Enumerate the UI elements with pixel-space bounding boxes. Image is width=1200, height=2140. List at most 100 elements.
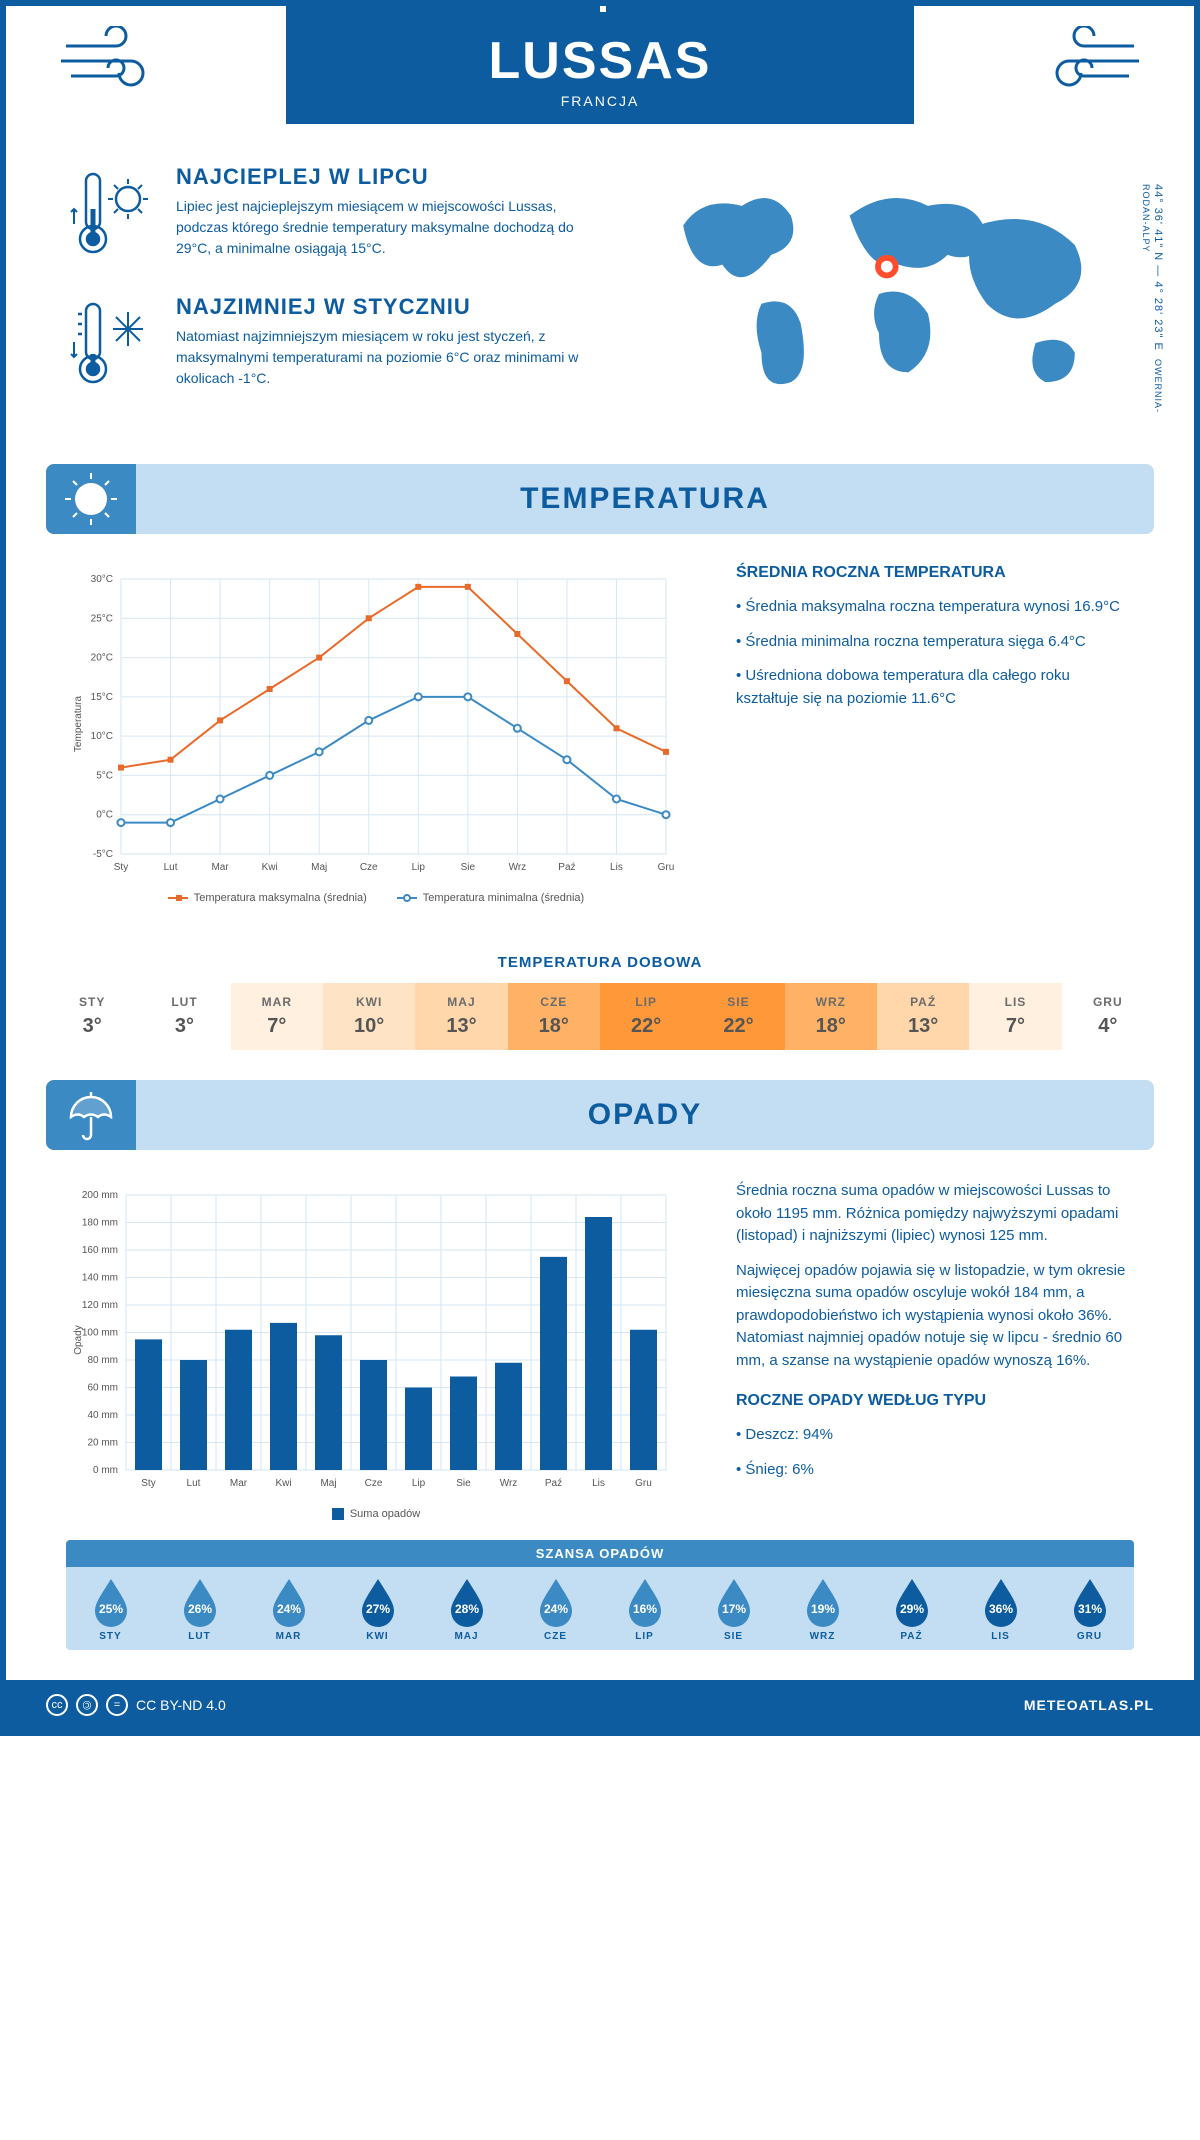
daily-cell: CZE18°	[508, 983, 600, 1050]
precip-title: OPADY	[136, 1098, 1154, 1132]
svg-text:28%: 28%	[454, 1602, 478, 1616]
precipitation-chart: 0 mm20 mm40 mm60 mm80 mm100 mm120 mm140 …	[66, 1180, 686, 1520]
svg-text:Kwi: Kwi	[275, 1478, 291, 1489]
daily-cell: SIE22°	[692, 983, 784, 1050]
svg-text:Opady: Opady	[73, 1325, 84, 1354]
world-map	[644, 164, 1134, 424]
svg-text:5°C: 5°C	[96, 770, 113, 781]
coords: 44° 36' 41" N — 4° 28' 23" E OWERNIA-ROD…	[1140, 184, 1164, 424]
cold-text: Natomiast najzimniejszym miesiącem w rok…	[176, 326, 604, 389]
chance-drop: 29%PAŹ	[867, 1575, 956, 1642]
chance-drop: 27%KWI	[333, 1575, 422, 1642]
chance-drop: 16%LIP	[600, 1575, 689, 1642]
svg-text:31%: 31%	[1077, 1602, 1101, 1616]
svg-text:17%: 17%	[721, 1602, 745, 1616]
daily-cell: STY3°	[46, 983, 138, 1050]
svg-text:60 mm: 60 mm	[87, 1383, 118, 1394]
svg-text:Sty: Sty	[114, 862, 128, 873]
chance-drop: 26%LUT	[155, 1575, 244, 1642]
svg-text:Gru: Gru	[658, 862, 675, 873]
chance-drop: 17%SIE	[689, 1575, 778, 1642]
section-precipitation: OPADY	[46, 1080, 1154, 1150]
svg-text:16%: 16%	[632, 1602, 656, 1616]
temp-legend: Temperatura maksymalna (średnia) Tempera…	[66, 892, 686, 904]
precip-legend: Suma opadów	[66, 1508, 686, 1520]
precip-type-title: ROCZNE OPADY WEDŁUG TYPU	[736, 1392, 1134, 1410]
svg-text:24%: 24%	[276, 1602, 300, 1616]
chance-drop: 19%WRZ	[778, 1575, 867, 1642]
daily-temp-table: STY3°LUT3°MAR7°KWI10°MAJ13°CZE18°LIP22°S…	[46, 983, 1154, 1050]
svg-text:Cze: Cze	[365, 1478, 383, 1489]
daily-cell: LIS7°	[969, 983, 1061, 1050]
svg-text:25%: 25%	[98, 1602, 122, 1616]
bullet: • Deszcz: 94%	[736, 1424, 1134, 1447]
daily-cell: PAŹ13°	[877, 983, 969, 1050]
svg-text:160 mm: 160 mm	[82, 1245, 118, 1256]
svg-text:Mar: Mar	[211, 862, 229, 873]
svg-text:Sty: Sty	[141, 1478, 155, 1489]
chance-drop: 25%STY	[66, 1575, 155, 1642]
temperature-chart: -5°C0°C5°C10°C15°C20°C25°C30°CStyLutMarK…	[66, 564, 686, 904]
svg-text:180 mm: 180 mm	[82, 1218, 118, 1229]
svg-text:10°C: 10°C	[91, 731, 113, 742]
thermometer-cold-icon	[66, 294, 156, 394]
svg-text:140 mm: 140 mm	[82, 1273, 118, 1284]
wind-icon	[1024, 26, 1144, 96]
svg-text:20 mm: 20 mm	[87, 1438, 118, 1449]
svg-text:Paź: Paź	[558, 862, 575, 873]
svg-text:Lis: Lis	[592, 1478, 605, 1489]
svg-text:120 mm: 120 mm	[82, 1300, 118, 1311]
svg-text:Lip: Lip	[412, 862, 426, 873]
svg-text:40 mm: 40 mm	[87, 1410, 118, 1421]
svg-text:Temperatura: Temperatura	[73, 695, 84, 752]
svg-text:Sie: Sie	[461, 862, 476, 873]
cold-fact: NAJZIMNIEJ W STYCZNIU Natomiast najzimni…	[66, 294, 604, 394]
daily-cell: LIP22°	[600, 983, 692, 1050]
country: FRANCJA	[286, 93, 914, 109]
svg-text:27%: 27%	[365, 1602, 389, 1616]
temp-title: TEMPERATURA	[136, 482, 1154, 516]
precip-p2: Najwięcej opadów pojawia się w listopadz…	[736, 1260, 1134, 1373]
svg-text:20°C: 20°C	[91, 653, 113, 664]
svg-text:Maj: Maj	[320, 1478, 336, 1489]
svg-text:19%: 19%	[810, 1602, 834, 1616]
svg-text:0 mm: 0 mm	[93, 1465, 118, 1476]
svg-text:Gru: Gru	[635, 1478, 652, 1489]
svg-text:200 mm: 200 mm	[82, 1190, 118, 1201]
daily-cell: WRZ18°	[785, 983, 877, 1050]
chance-drop: 28%MAJ	[422, 1575, 511, 1642]
warm-fact: NAJCIEPLEJ W LIPCU Lipiec jest najcieple…	[66, 164, 604, 264]
avg-temp-title: ŚREDNIA ROCZNA TEMPERATURA	[736, 564, 1134, 582]
svg-text:Kwi: Kwi	[262, 862, 278, 873]
sun-icon	[46, 464, 136, 534]
license: cc🄯= CC BY-ND 4.0	[46, 1694, 226, 1716]
daily-cell: KWI10°	[323, 983, 415, 1050]
site-name: METEOATLAS.PL	[1024, 1697, 1154, 1713]
daily-cell: MAJ13°	[415, 983, 507, 1050]
thermometer-hot-icon	[66, 164, 156, 264]
svg-text:Lut: Lut	[164, 862, 178, 873]
svg-text:Mar: Mar	[230, 1478, 248, 1489]
svg-text:Paź: Paź	[545, 1478, 562, 1489]
bullet: • Średnia maksymalna roczna temperatura …	[736, 596, 1134, 619]
svg-text:30°C: 30°C	[91, 574, 113, 585]
svg-text:36%: 36%	[988, 1602, 1012, 1616]
bullet: • Średnia minimalna roczna temperatura s…	[736, 631, 1134, 654]
daily-cell: LUT3°	[138, 983, 230, 1050]
svg-text:24%: 24%	[543, 1602, 567, 1616]
chance-title: SZANSA OPADÓW	[66, 1540, 1134, 1567]
precip-p1: Średnia roczna suma opadów w miejscowośc…	[736, 1180, 1134, 1248]
chance-drop: 24%MAR	[244, 1575, 333, 1642]
svg-text:Lip: Lip	[412, 1478, 426, 1489]
header: LUSSAS FRANCJA	[286, 6, 914, 124]
daily-cell: MAR7°	[231, 983, 323, 1050]
svg-text:0°C: 0°C	[96, 810, 113, 821]
wind-icon	[56, 26, 176, 96]
section-temperature: TEMPERATURA	[46, 464, 1154, 534]
svg-text:Wrz: Wrz	[509, 862, 527, 873]
cold-title: NAJZIMNIEJ W STYCZNIU	[176, 294, 604, 320]
warm-title: NAJCIEPLEJ W LIPCU	[176, 164, 604, 190]
umbrella-icon	[46, 1080, 136, 1150]
footer: cc🄯= CC BY-ND 4.0 METEOATLAS.PL	[6, 1680, 1194, 1730]
daily-temp-title: TEMPERATURA DOBOWA	[6, 954, 1194, 971]
